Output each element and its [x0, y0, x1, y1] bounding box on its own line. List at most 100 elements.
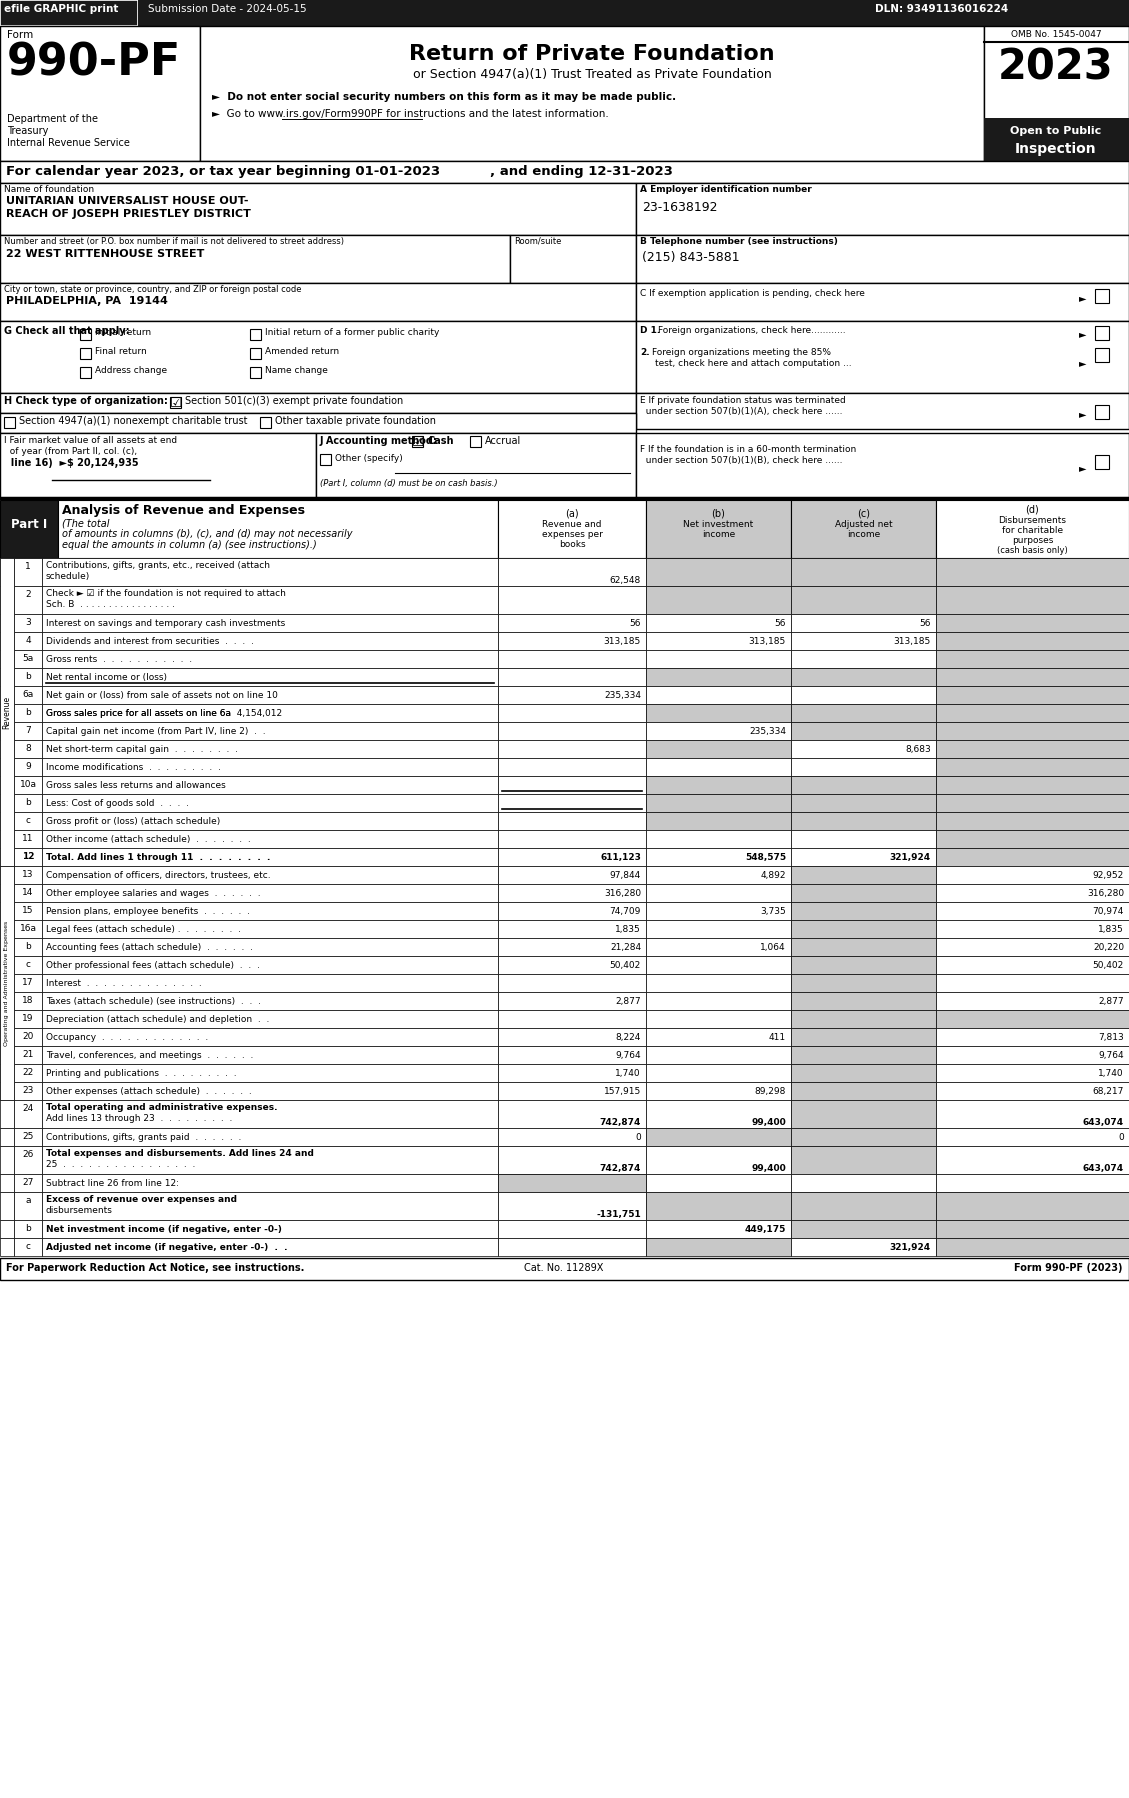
Bar — [0, 1239, 14, 1257]
Bar — [646, 1221, 791, 1239]
Bar — [791, 1145, 936, 1174]
Text: ►: ► — [1079, 408, 1086, 419]
Text: ►: ► — [1079, 358, 1086, 369]
Bar — [936, 669, 1129, 687]
Bar — [0, 557, 14, 586]
Bar — [498, 992, 646, 1010]
Bar — [791, 1064, 936, 1082]
Bar — [791, 687, 936, 705]
Bar — [250, 349, 261, 360]
Bar — [14, 813, 42, 831]
Text: under section 507(b)(1)(A), check here ......: under section 507(b)(1)(A), check here .… — [640, 406, 842, 415]
Bar — [646, 723, 791, 741]
Text: 9,764: 9,764 — [1099, 1052, 1124, 1061]
Text: efile GRAPHIC print: efile GRAPHIC print — [5, 4, 119, 14]
Bar — [936, 1127, 1129, 1145]
Text: 313,185: 313,185 — [894, 636, 931, 645]
Text: 313,185: 313,185 — [604, 636, 641, 645]
Bar — [498, 705, 646, 723]
Text: Foreign organizations, check here............: Foreign organizations, check here.......… — [658, 325, 846, 334]
Text: 24: 24 — [23, 1104, 34, 1113]
Bar — [0, 0, 1129, 25]
Text: (cash basis only): (cash basis only) — [997, 547, 1068, 556]
Text: (215) 843-5881: (215) 843-5881 — [642, 252, 739, 264]
Bar — [42, 921, 498, 939]
Text: b: b — [25, 1224, 30, 1233]
Bar — [0, 633, 14, 651]
Bar — [498, 586, 646, 613]
Bar — [646, 1100, 791, 1127]
Bar — [42, 557, 498, 586]
Bar — [0, 813, 14, 831]
Bar — [791, 1100, 936, 1127]
Bar — [0, 759, 14, 777]
Text: 643,074: 643,074 — [1083, 1118, 1124, 1127]
Text: 22 WEST RITTENHOUSE STREET: 22 WEST RITTENHOUSE STREET — [6, 248, 204, 259]
Bar — [498, 903, 646, 921]
Bar — [791, 992, 936, 1010]
Bar — [646, 1145, 791, 1174]
Text: Interest  .  .  .  .  .  .  .  .  .  .  .  .  .  .: Interest . . . . . . . . . . . . . . — [46, 978, 202, 987]
Text: 6a: 6a — [23, 690, 34, 699]
Bar — [42, 1046, 498, 1064]
Text: 1,835: 1,835 — [1099, 924, 1124, 933]
Bar — [936, 903, 1129, 921]
Bar — [646, 705, 791, 723]
Bar — [498, 1064, 646, 1082]
Text: 1,740: 1,740 — [1099, 1070, 1124, 1079]
Bar — [498, 759, 646, 777]
Bar — [0, 831, 14, 849]
Bar — [636, 394, 1129, 430]
Bar — [5, 417, 15, 428]
Bar — [498, 1174, 646, 1192]
Text: Initial return of a former public charity: Initial return of a former public charit… — [265, 327, 439, 336]
Bar — [498, 1127, 646, 1145]
Text: line 16)  ►$ 20,124,935: line 16) ►$ 20,124,935 — [5, 458, 139, 467]
Text: Depreciation (attach schedule) and depletion  .  .: Depreciation (attach schedule) and deple… — [46, 1016, 270, 1025]
Text: Income modifications  .  .  .  .  .  .  .  .  .: Income modifications . . . . . . . . . — [46, 762, 221, 771]
Bar — [646, 1127, 791, 1145]
Bar — [791, 939, 936, 957]
Text: Other income (attach schedule)  .  .  .  .  .  .  .: Other income (attach schedule) . . . . .… — [46, 834, 251, 843]
Bar — [791, 633, 936, 651]
Bar — [0, 705, 14, 723]
Text: 23: 23 — [23, 1086, 34, 1095]
Bar — [0, 1082, 14, 1100]
Bar — [80, 349, 91, 360]
Bar — [936, 1100, 1129, 1127]
Text: disbursements: disbursements — [46, 1206, 113, 1215]
Bar — [791, 903, 936, 921]
Bar — [80, 367, 91, 378]
Text: 313,185: 313,185 — [749, 636, 786, 645]
Bar — [791, 867, 936, 885]
Bar — [936, 849, 1129, 867]
Text: For Paperwork Reduction Act Notice, see instructions.: For Paperwork Reduction Act Notice, see … — [6, 1262, 305, 1273]
Text: Accrual: Accrual — [485, 435, 522, 446]
Bar — [14, 586, 42, 613]
Bar — [0, 867, 14, 1100]
Bar — [498, 1221, 646, 1239]
Bar — [42, 723, 498, 741]
Bar — [936, 687, 1129, 705]
Bar — [0, 0, 138, 25]
Text: Total. Add lines 1 through 11  .  .  .  .  .  .  .  .: Total. Add lines 1 through 11 . . . . . … — [46, 852, 270, 861]
Bar — [936, 586, 1129, 613]
Bar — [936, 867, 1129, 885]
Bar — [42, 992, 498, 1010]
Text: 1,835: 1,835 — [615, 924, 641, 933]
Text: Contributions, gifts, grants, etc., received (attach: Contributions, gifts, grants, etc., rece… — [46, 561, 270, 570]
Bar — [0, 939, 14, 957]
Bar — [936, 723, 1129, 741]
Bar — [791, 885, 936, 903]
Text: 2.: 2. — [640, 349, 649, 358]
Bar — [498, 741, 646, 759]
Text: ►: ► — [1079, 293, 1086, 304]
Text: ►  Do not enter social security numbers on this form as it may be made public.: ► Do not enter social security numbers o… — [212, 92, 676, 102]
Bar — [646, 633, 791, 651]
Text: 21,284: 21,284 — [610, 942, 641, 951]
Bar — [0, 282, 636, 322]
Bar — [42, 741, 498, 759]
Text: 4,892: 4,892 — [761, 870, 786, 879]
Bar — [791, 557, 936, 586]
Text: 99,400: 99,400 — [751, 1118, 786, 1127]
